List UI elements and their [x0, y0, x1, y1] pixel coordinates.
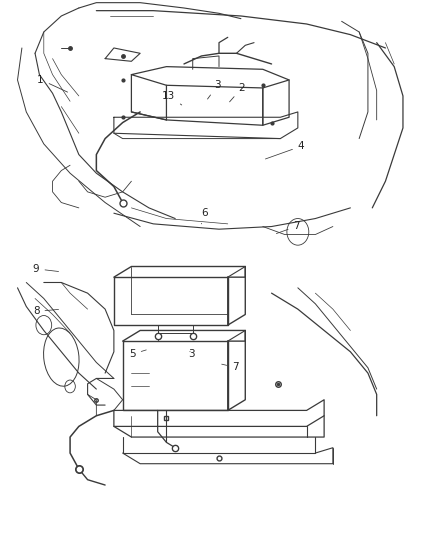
Text: 1: 1	[37, 75, 67, 92]
Text: 3: 3	[208, 80, 221, 99]
Text: 7: 7	[222, 362, 239, 373]
Text: 2: 2	[230, 83, 245, 102]
Text: 4: 4	[265, 141, 304, 159]
Text: 6: 6	[201, 208, 208, 224]
Text: 7: 7	[276, 221, 300, 233]
Text: 13: 13	[162, 91, 182, 105]
Text: 3: 3	[188, 349, 195, 359]
Text: 8: 8	[33, 306, 59, 317]
Text: 5: 5	[129, 349, 146, 359]
Text: 9: 9	[33, 264, 59, 274]
